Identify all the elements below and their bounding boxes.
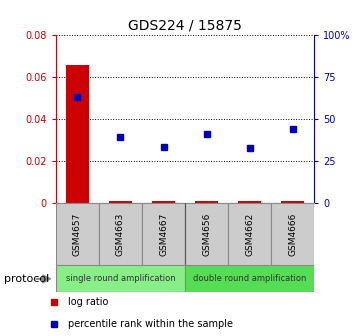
Bar xyxy=(142,203,185,265)
Bar xyxy=(195,201,218,203)
Text: GSM4656: GSM4656 xyxy=(202,213,211,256)
Bar xyxy=(228,203,271,265)
Text: GSM4657: GSM4657 xyxy=(73,213,82,256)
Text: GSM4662: GSM4662 xyxy=(245,213,254,256)
Text: GSM4663: GSM4663 xyxy=(116,213,125,256)
Bar xyxy=(56,265,185,292)
Text: double round amplification: double round amplification xyxy=(193,275,306,283)
Text: single round amplification: single round amplification xyxy=(66,275,175,283)
Title: GDS224 / 15875: GDS224 / 15875 xyxy=(128,19,242,33)
Text: GSM4666: GSM4666 xyxy=(288,213,297,256)
Bar xyxy=(281,201,304,203)
Bar xyxy=(152,201,175,203)
Bar xyxy=(271,203,314,265)
Bar xyxy=(56,203,99,265)
Text: log ratio: log ratio xyxy=(68,297,108,307)
Text: protocol: protocol xyxy=(4,274,49,284)
Bar xyxy=(185,203,228,265)
Bar xyxy=(238,201,261,203)
Bar xyxy=(66,65,89,203)
Text: GSM4667: GSM4667 xyxy=(159,213,168,256)
Text: percentile rank within the sample: percentile rank within the sample xyxy=(68,319,233,329)
Bar xyxy=(185,265,314,292)
Bar xyxy=(99,203,142,265)
Bar xyxy=(109,201,132,203)
